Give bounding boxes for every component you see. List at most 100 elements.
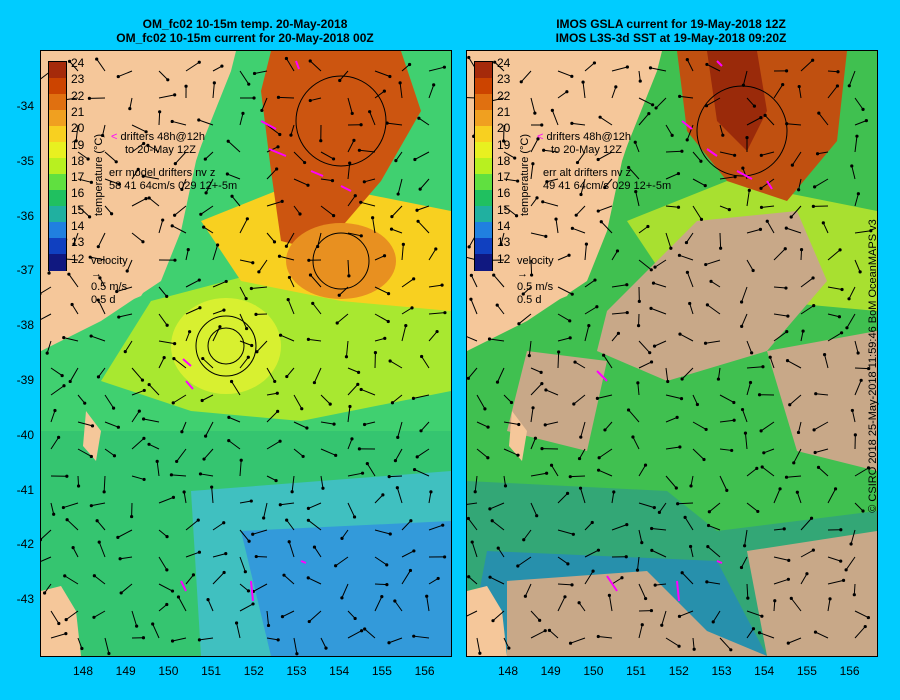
velocity-arrow (374, 556, 388, 566)
velocity-arrow-head (592, 61, 597, 65)
velocity-arrow-head (761, 365, 765, 369)
velocity-arrow (761, 466, 775, 477)
velocity-arrow (665, 150, 682, 153)
velocity-arrow (503, 448, 519, 456)
velocity-arrow-head (688, 544, 693, 549)
velocity-arrow (638, 113, 650, 126)
velocity-arrow-head (128, 107, 132, 111)
velocity-scale2: 0.5 d (91, 294, 116, 306)
velocity-arrow-head (353, 194, 357, 198)
velocity-arrow-head (502, 139, 506, 143)
longitude-tick-label: 148 (72, 664, 94, 678)
velocity-arrow-head (495, 303, 499, 307)
velocity-arrow-head (828, 597, 832, 601)
velocity-arrow-head (170, 589, 175, 593)
velocity-arrow (530, 472, 547, 477)
velocity-arrow-head (245, 217, 249, 221)
velocity-arrow-head (389, 227, 394, 231)
velocity-arrow (131, 475, 145, 480)
colorbar-swatch (49, 158, 66, 175)
velocity-arrow-head (89, 180, 94, 184)
velocity-arrow-head (680, 571, 684, 575)
velocity-arrow-head (570, 292, 574, 296)
velocity-arrow-head (631, 435, 635, 439)
velocity-arrow (266, 392, 278, 396)
velocity-arrow-head (634, 190, 638, 194)
velocity-arrow-head (170, 639, 175, 643)
velocity-arrow-head (603, 428, 607, 432)
velocity-arrow-head (856, 192, 860, 196)
velocity-arrow (530, 232, 546, 237)
velocity-arrow-head (312, 545, 317, 549)
velocity-arrow-head (533, 111, 537, 115)
velocity-arrow-head (387, 475, 391, 479)
velocity-arrow-head (117, 182, 122, 186)
velocity-arrow (64, 575, 79, 585)
velocity-arrow (291, 475, 295, 492)
colorbar-swatch (475, 222, 492, 239)
velocity-arrow (597, 151, 613, 160)
velocity-arrow-head (396, 192, 400, 196)
velocity-arrow-head (413, 157, 417, 162)
velocity-arrow-head (257, 270, 261, 274)
colorbar-swatch (49, 190, 66, 207)
velocity-arrow-head (142, 388, 146, 393)
velocity-arrow (239, 340, 252, 346)
velocity-arrow (580, 488, 586, 504)
velocity-arrow (212, 82, 215, 99)
velocity-arrow (158, 357, 165, 369)
velocity-arrow (158, 94, 175, 99)
velocity-arrow (599, 116, 613, 126)
velocity-arrow-head (151, 622, 155, 626)
velocity-arrow-head (440, 283, 444, 287)
velocity-arrow-head (161, 218, 165, 222)
colorbar-tick-label: 19 (497, 137, 511, 152)
velocity-arrow-head (184, 84, 188, 88)
velocity-arrow (530, 610, 541, 621)
velocity-arrow (124, 340, 133, 352)
velocity-arrow (227, 173, 241, 180)
velocity-arrow-head (289, 133, 293, 137)
velocity-arrow (65, 610, 79, 621)
velocity-arrow (426, 596, 430, 612)
velocity-arrow (158, 70, 169, 81)
velocity-arrow-head (750, 351, 754, 355)
colorbar-tick-label: 17 (497, 170, 511, 185)
velocity-arrow (557, 286, 573, 295)
eddy-ring-4 (295, 75, 387, 167)
velocity-arrow-head (620, 576, 624, 580)
velocity-arrow-head (544, 234, 548, 239)
velocity-arrow-head (353, 616, 357, 621)
velocity-arrow-head (254, 312, 258, 316)
velocity-arrow (650, 307, 667, 315)
velocity-arrow (763, 448, 775, 454)
velocity-arrow (611, 66, 628, 72)
velocity-arrow (347, 140, 355, 153)
velocity-arrow-head (229, 379, 234, 384)
velocity-arrow-head (169, 473, 174, 477)
velocity-arrow (557, 91, 568, 99)
velocity-arrow (253, 583, 268, 592)
velocity-arrow (293, 637, 298, 654)
velocity-arrow-head (62, 336, 66, 340)
velocity-arrow-head (647, 111, 651, 116)
velocity-arrow-head (703, 184, 707, 188)
velocity-arrow (557, 254, 570, 261)
error-legend-line2: 58 41 64cm/s 029 12+-5m (109, 180, 238, 192)
colorbar-swatch (475, 254, 492, 271)
velocity-arrow (374, 313, 389, 322)
velocity-arrow (347, 502, 355, 518)
velocity-arrow (185, 249, 189, 261)
velocity-arrow-head (757, 393, 762, 397)
velocity-arrow-head (707, 510, 711, 514)
error-legend: err alt drifters nv z 49 41 64cm/s 029 1… (543, 167, 671, 193)
velocity-arrow-head (201, 356, 205, 361)
velocity-arrow (204, 151, 214, 160)
eddy-ring-1 (696, 85, 788, 177)
velocity-arrow-head (90, 424, 95, 428)
velocity-arrow-head (165, 602, 169, 607)
velocity-arrow (665, 205, 679, 208)
velocity-arrow (117, 529, 133, 538)
velocity-arrow-head (581, 80, 585, 84)
velocity-arrow (686, 124, 694, 141)
